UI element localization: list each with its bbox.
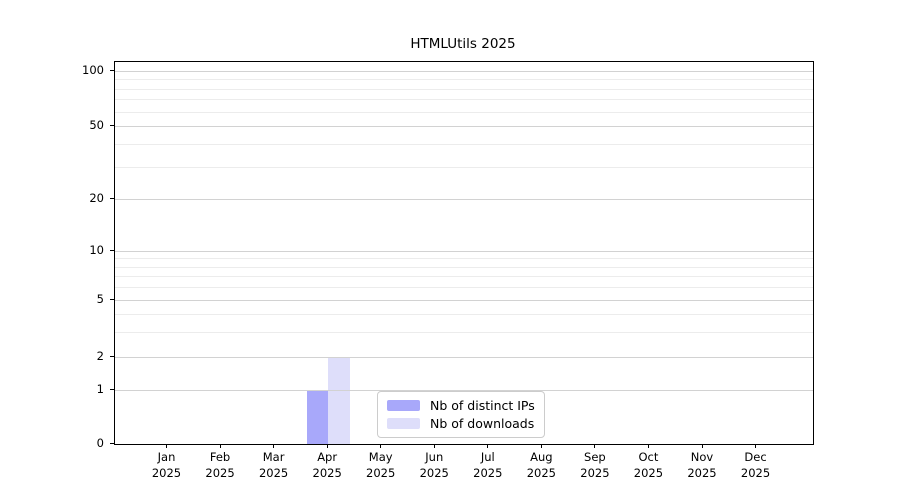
legend-entry-downloads: Nb of downloads bbox=[387, 416, 535, 431]
gridline-minor-90 bbox=[115, 79, 813, 81]
y-tick-label-10: 10 bbox=[89, 243, 104, 257]
y-tick-label-0: 0 bbox=[96, 436, 104, 450]
y-tick-20 bbox=[110, 198, 114, 199]
legend: Nb of distinct IPs Nb of downloads bbox=[377, 391, 545, 438]
x-tick-label-may: May 2025 bbox=[366, 450, 396, 480]
y-tick-0 bbox=[110, 443, 114, 444]
x-tick-label-dec: Dec 2025 bbox=[740, 450, 771, 480]
gridline-minor-3 bbox=[115, 331, 813, 333]
y-tick-label-5: 5 bbox=[96, 292, 104, 306]
legend-label-downloads: Nb of downloads bbox=[430, 416, 535, 431]
gridline-minor-6 bbox=[115, 287, 813, 289]
gridline-major-10 bbox=[115, 251, 813, 252]
x-tick-label-oct: Oct 2025 bbox=[633, 450, 664, 480]
x-tick-label-jan: Jan 2025 bbox=[151, 450, 182, 480]
y-tick-label-20: 20 bbox=[89, 191, 104, 205]
bar-downloads-apr bbox=[328, 357, 350, 444]
y-tick-label-100: 100 bbox=[82, 63, 104, 77]
gridline-major-20 bbox=[115, 199, 813, 200]
legend-entry-distinct-ips: Nb of distinct IPs bbox=[387, 398, 535, 413]
x-tick-label-mar: Mar 2025 bbox=[258, 450, 289, 480]
x-tick-apr bbox=[326, 444, 328, 448]
y-tick-2 bbox=[110, 356, 114, 357]
gridline-minor-70 bbox=[115, 99, 813, 101]
x-tick-label-aug: Aug 2025 bbox=[526, 450, 556, 480]
gridline-minor-60 bbox=[115, 111, 813, 113]
gridline-major-5 bbox=[115, 300, 813, 301]
gridline-major-2 bbox=[115, 357, 813, 358]
x-tick-jun bbox=[433, 444, 435, 448]
y-tick-5 bbox=[110, 299, 114, 300]
x-tick-dec bbox=[755, 444, 757, 448]
gridline-major-1 bbox=[115, 390, 813, 391]
plot-area bbox=[114, 61, 814, 445]
x-tick-mar bbox=[273, 444, 275, 448]
y-tick-1 bbox=[110, 389, 114, 390]
x-tick-label-feb: Feb 2025 bbox=[205, 450, 235, 480]
x-tick-nov bbox=[701, 444, 703, 448]
y-tick-label-1: 1 bbox=[96, 382, 104, 396]
x-tick-label-apr: Apr 2025 bbox=[312, 450, 342, 480]
x-tick-label-nov: Nov 2025 bbox=[687, 450, 717, 480]
legend-label-distinct-ips: Nb of distinct IPs bbox=[430, 398, 535, 413]
gridline-minor-40 bbox=[115, 143, 813, 145]
legend-swatch-distinct-ips bbox=[387, 400, 420, 411]
gridline-minor-9 bbox=[115, 258, 813, 260]
x-tick-label-jun: Jun 2025 bbox=[419, 450, 449, 480]
y-tick-50 bbox=[110, 125, 114, 126]
legend-swatch-downloads bbox=[387, 418, 420, 429]
y-tick-10 bbox=[110, 250, 114, 251]
x-tick-jul bbox=[487, 444, 489, 448]
x-tick-oct bbox=[647, 444, 649, 448]
gridline-minor-4 bbox=[115, 313, 813, 315]
gridline-major-50 bbox=[115, 126, 813, 127]
x-tick-aug bbox=[540, 444, 542, 448]
x-tick-feb bbox=[219, 444, 221, 448]
gridline-major-100 bbox=[115, 71, 813, 72]
y-tick-label-50: 50 bbox=[89, 118, 104, 132]
gridline-minor-8 bbox=[115, 266, 813, 268]
x-tick-label-sep: Sep 2025 bbox=[580, 450, 610, 480]
gridline-minor-80 bbox=[115, 88, 813, 90]
y-tick-label-2: 2 bbox=[96, 349, 104, 363]
x-tick-may bbox=[380, 444, 382, 448]
x-tick-label-jul: Jul 2025 bbox=[473, 450, 503, 480]
bar-distinct-ips-apr bbox=[306, 390, 329, 444]
x-tick-jan bbox=[166, 444, 167, 448]
gridline-minor-30 bbox=[115, 166, 813, 168]
chart-title: HTMLUtils 2025 bbox=[410, 36, 516, 52]
gridline-minor-7 bbox=[115, 276, 813, 278]
x-tick-sep bbox=[594, 444, 596, 448]
y-tick-100 bbox=[110, 70, 114, 71]
